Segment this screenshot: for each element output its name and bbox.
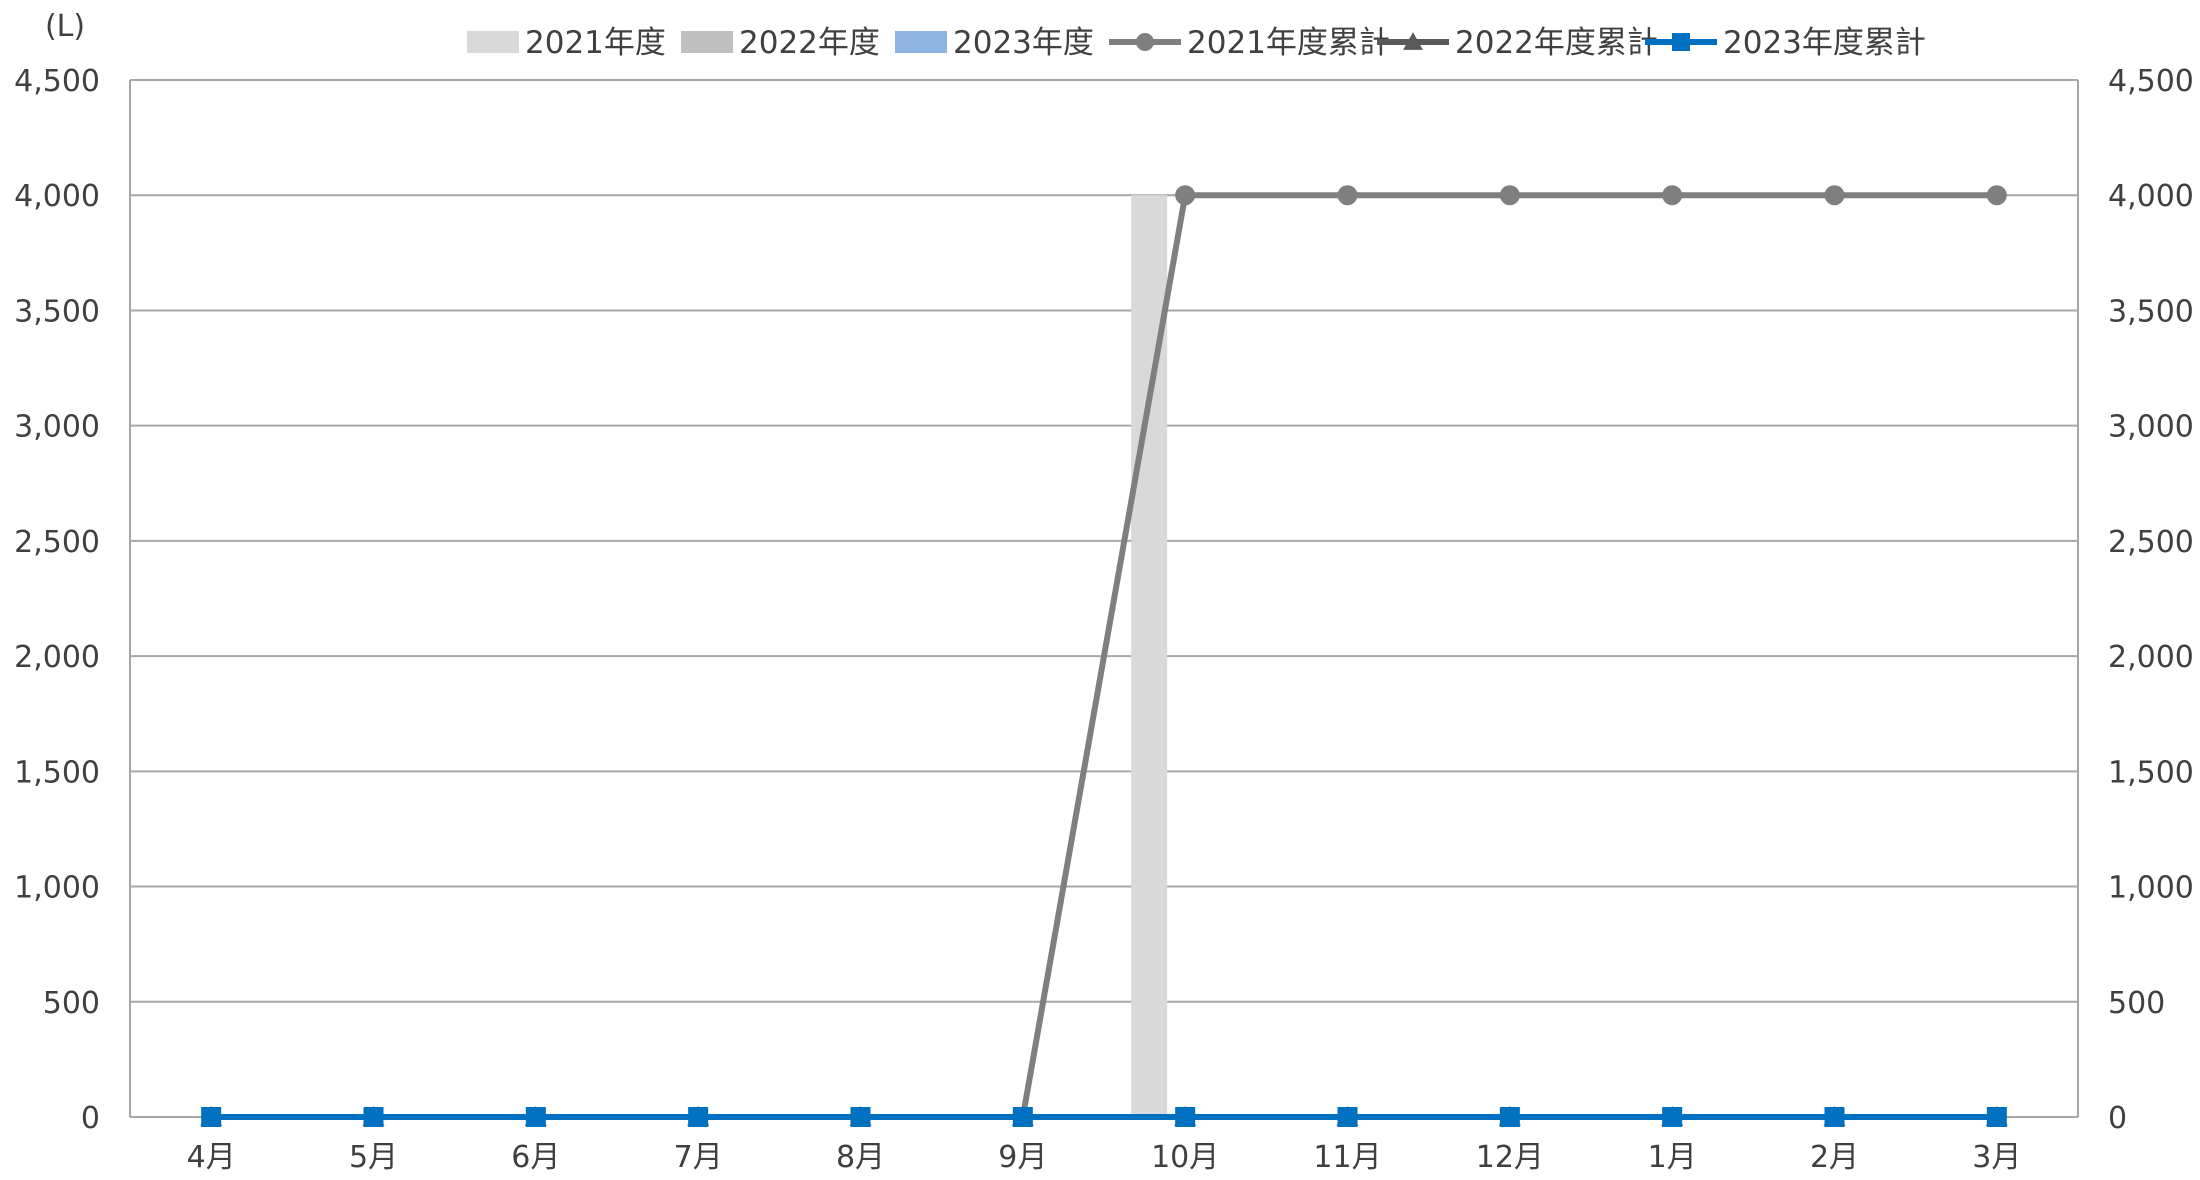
- y-tick-label-left: 0: [81, 1101, 100, 1136]
- x-tick-label: 5月: [349, 1140, 398, 1175]
- legend-label: 2022年度累計: [1455, 25, 1658, 61]
- y2-tick-label-right: 3,500: [2108, 294, 2194, 329]
- y-tick-label-left: 3,000: [14, 410, 100, 445]
- x-tick-label: 9月: [998, 1140, 1047, 1175]
- y2-tick-label-right: 1,000: [2108, 871, 2194, 906]
- legend-layer: 2021年度 2022年度 2023年度 2021年度累計 2022年度累計 2023年度…: [467, 25, 1926, 61]
- line-point: [1499, 185, 1520, 206]
- bar: [1131, 195, 1168, 1117]
- x-tick-label: 6月: [511, 1140, 560, 1175]
- x-tick-label: 12月: [1476, 1140, 1544, 1175]
- line-point: [1824, 1107, 1845, 1127]
- y-tick-label-left: 500: [43, 986, 100, 1021]
- y2-tick-label-right: 3,000: [2108, 410, 2194, 445]
- legend-marker: [1136, 33, 1154, 51]
- y-tick-label-left: 2,000: [14, 640, 100, 675]
- line-point: [201, 1107, 222, 1127]
- line-point: [525, 1107, 546, 1127]
- y2-tick-label-right: 4,500: [2108, 64, 2194, 99]
- line-point: [850, 1107, 871, 1127]
- legend-label: 2021年度累計: [1187, 25, 1390, 61]
- line-point: [1012, 1107, 1033, 1127]
- x-tick-label: 10月: [1151, 1140, 1219, 1175]
- legend-label: 2023年度: [953, 25, 1094, 61]
- x-tick-label: 4月: [187, 1140, 236, 1175]
- y2-tick-label-right: 0: [2108, 1101, 2127, 1136]
- x-tick-label: 3月: [1972, 1140, 2021, 1175]
- y2-tick-label-right: 1,500: [2108, 755, 2194, 790]
- legend-item: 2022年度累計: [1377, 25, 1658, 61]
- legend-label: 2022年度: [739, 25, 880, 61]
- legend-swatch: [681, 31, 733, 53]
- y-tick-label-left: 2,500: [14, 525, 100, 560]
- y2-tick-label-right: 500: [2108, 986, 2165, 1021]
- y2-tick-label-right: 4,000: [2108, 179, 2194, 214]
- line-point: [1986, 185, 2007, 206]
- x-tick-label: 1月: [1648, 1140, 1697, 1175]
- line-layer: [200, 185, 2008, 1127]
- y-unit-label: (L): [45, 9, 85, 44]
- line-point: [1337, 185, 1358, 206]
- line-point: [1824, 185, 1845, 206]
- x-tick-label: 11月: [1313, 1140, 1381, 1175]
- legend-item: 2021年度累計: [1109, 25, 1390, 61]
- line-point: [1662, 185, 1683, 206]
- y-tick-label-left: 1,500: [14, 755, 100, 790]
- x-tick-label: 2月: [1810, 1140, 1859, 1175]
- y2-tick-label-right: 2,500: [2108, 525, 2194, 560]
- x-tick-label: 8月: [836, 1140, 885, 1175]
- grid-layer: [130, 79, 2078, 1118]
- legend-swatch: [895, 31, 947, 53]
- line-point: [1662, 1107, 1683, 1127]
- line-point: [1499, 1107, 1520, 1127]
- line-point: [1986, 1107, 2007, 1127]
- legend-item: 2023年度累計: [1645, 25, 1926, 61]
- legend-marker: [1403, 32, 1423, 50]
- line-point: [1175, 1107, 1196, 1127]
- line-point: [688, 1107, 709, 1127]
- y2-tick-label-right: 2,000: [2108, 640, 2194, 675]
- legend-label: 2023年度累計: [1723, 25, 1926, 61]
- y-tick-label-left: 3,500: [14, 294, 100, 329]
- y-tick-label-left: 4,500: [14, 64, 100, 99]
- legend-swatch: [467, 31, 519, 53]
- line-point: [363, 1107, 384, 1127]
- bar-layer: [1131, 195, 1168, 1117]
- legend-label: 2021年度: [525, 25, 666, 61]
- x-tick-label: 7月: [674, 1140, 723, 1175]
- y-tick-label-left: 1,000: [14, 871, 100, 906]
- legend-item: 2022年度: [681, 25, 880, 61]
- line-point: [1175, 185, 1196, 206]
- legend-item: 2021年度: [467, 25, 666, 61]
- legend-item: 2023年度: [895, 25, 1094, 61]
- label-layer: 0 0 500 500 1,000 1,000 1,500 1,500 2,000 2,000 2,…: [14, 9, 2194, 1175]
- line-point: [1337, 1107, 1358, 1127]
- legend-marker: [1672, 33, 1690, 51]
- y-tick-label-left: 4,000: [14, 179, 100, 214]
- axis-layer: [129, 80, 2079, 1118]
